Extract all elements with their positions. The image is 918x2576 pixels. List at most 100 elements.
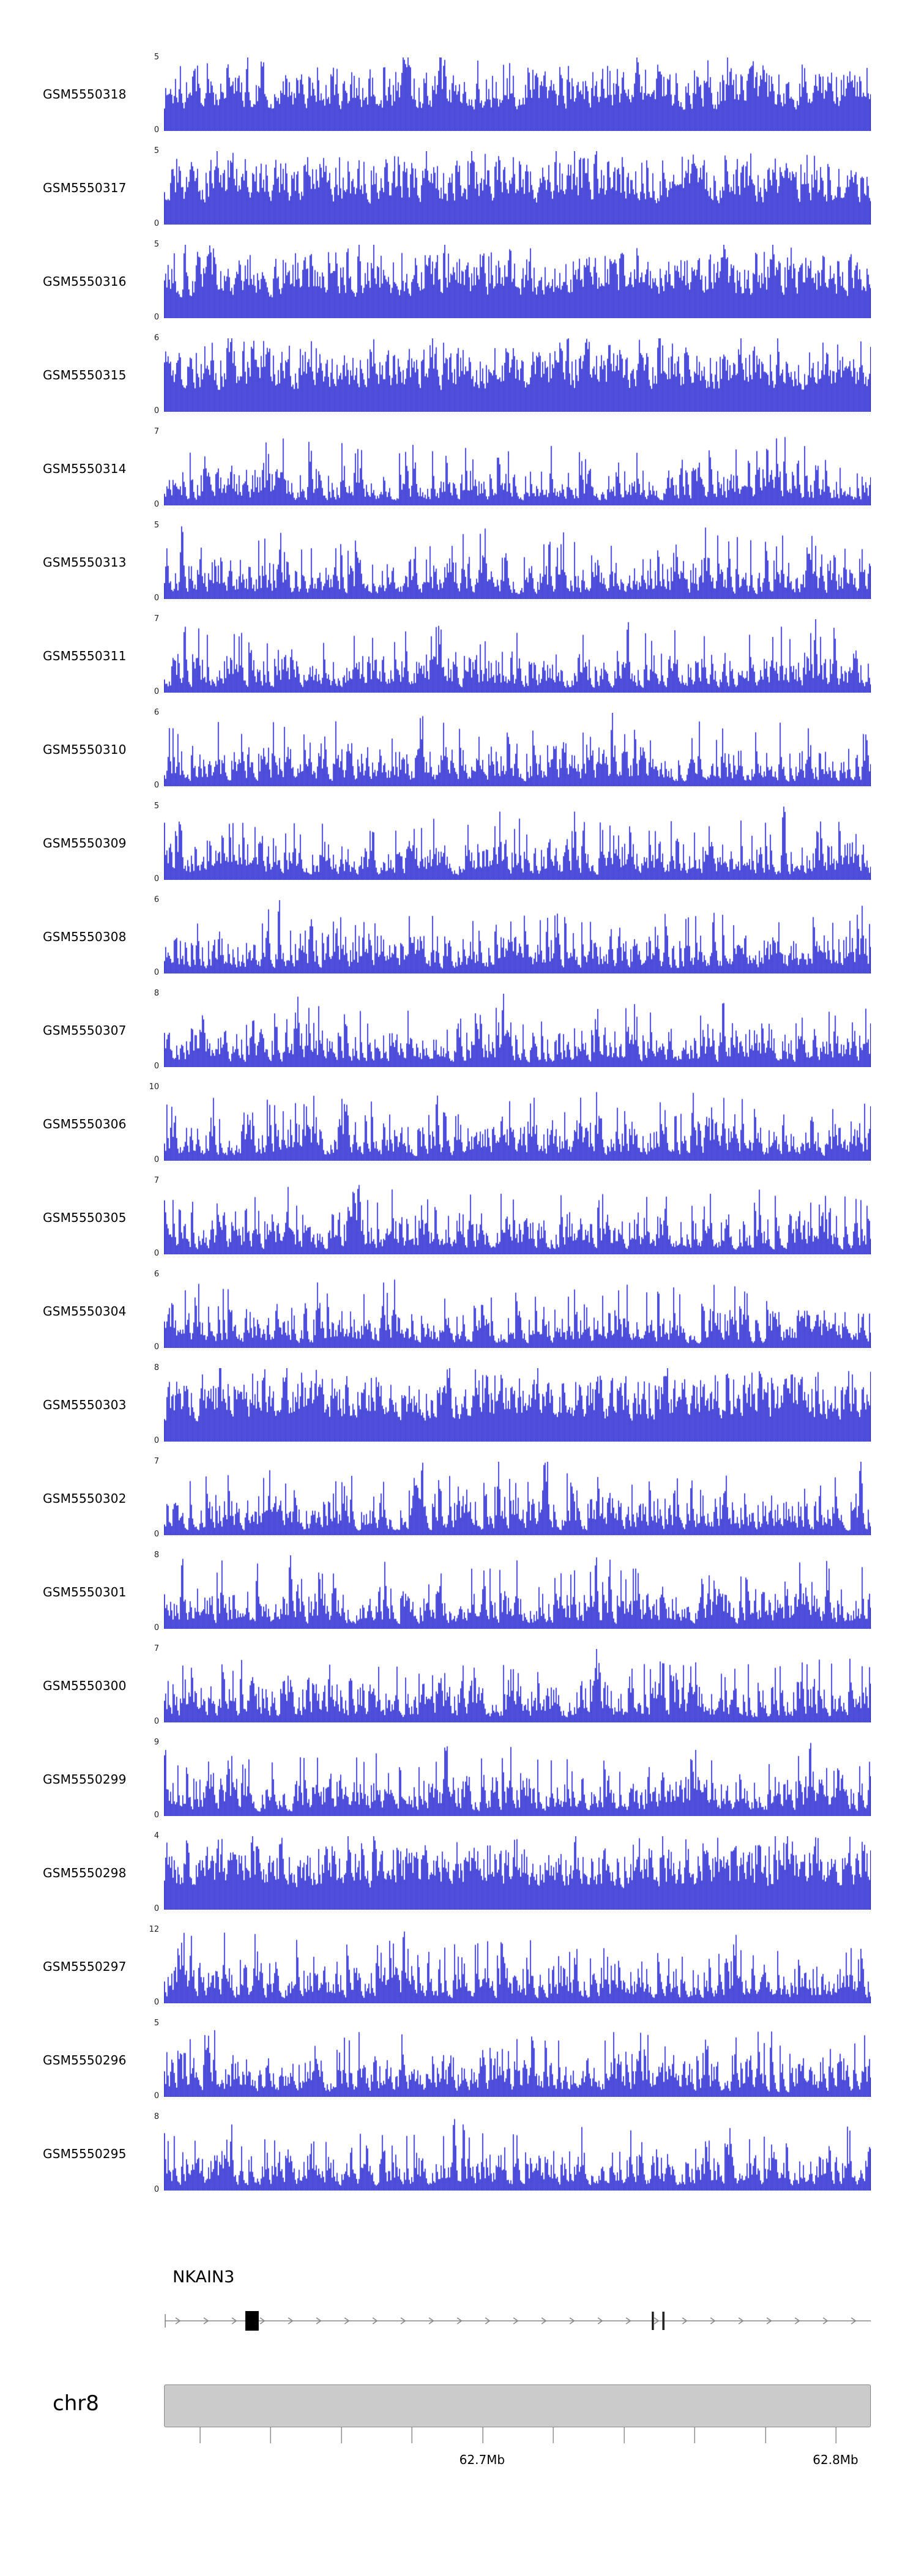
y-axis-min-label: 0 [154,2185,159,2194]
y-axis-min-label: 0 [154,313,159,322]
strand-arrow-icon [794,2317,800,2325]
strand-arrow-icon [513,2317,519,2325]
exon-box [662,2312,665,2330]
y-axis-min-label: 0 [154,874,159,884]
y-axis-min-label: 0 [154,1904,159,1913]
y-axis-min-label: 0 [154,1530,159,1539]
y-axis-max-label: 10 [149,1082,159,1092]
sample-track: GSM5550314 7 0 [0,428,918,509]
y-axis-min-label: 0 [154,125,159,135]
y-axis-max-label: 4 [154,1831,159,1841]
sample-label: GSM5550308 [43,929,127,944]
axis-tick [694,2427,696,2443]
coverage-signal [164,900,871,973]
strand-arrow-icon [541,2317,547,2325]
strand-arrow-icon [654,2317,660,2325]
axis-tick [340,2427,342,2443]
coverage-signal [164,151,871,225]
y-axis-max-label: 6 [154,895,159,904]
coverage-signal [164,1930,871,2003]
strand-arrow-icon [485,2317,491,2325]
sample-track: GSM5550311 7 0 [0,615,918,696]
y-axis-min-label: 0 [154,1062,159,1071]
sample-label: GSM5550305 [43,1210,127,1225]
strand-arrow-icon [766,2317,772,2325]
strand-arrow-icon [738,2317,744,2325]
sample-label: GSM5550297 [43,1959,127,1974]
sample-label: GSM5550318 [43,87,127,102]
y-axis-max-label: 8 [154,2112,159,2121]
y-axis-min-label: 0 [154,1249,159,1258]
strand-arrow-icon [203,2317,209,2325]
y-axis-min-label: 0 [154,1155,159,1164]
strand-arrow-icon [823,2317,829,2325]
sample-track: GSM5550301 8 0 [0,1551,918,1632]
sample-label: GSM5550296 [43,2053,127,2068]
sample-track: GSM5550298 4 0 [0,1832,918,1913]
y-axis-max-label: 5 [154,802,159,811]
sample-track: GSM5550304 6 0 [0,1270,918,1352]
sample-label: GSM5550310 [43,742,127,757]
y-axis-max-label: 5 [154,146,159,155]
sample-track: GSM5550302 7 0 [0,1457,918,1539]
axis-tick [623,2427,625,2443]
sample-label: GSM5550306 [43,1117,127,1131]
sample-label: GSM5550303 [43,1398,127,1412]
sample-label: GSM5550304 [43,1304,127,1319]
sample-track: GSM5550306 10 0 [0,1083,918,1164]
chromosome-label: chr8 [53,2391,99,2416]
y-axis-min-label: 0 [154,687,159,696]
y-axis-min-label: 0 [154,1436,159,1445]
y-axis-max-label: 5 [154,53,159,62]
ideogram [164,2384,871,2427]
strand-arrow-icon [344,2317,350,2325]
y-axis-min-label: 0 [154,219,159,228]
strand-arrow-icon [682,2317,688,2325]
axis-tick [199,2427,201,2443]
coverage-signal [164,1087,871,1161]
sample-label: GSM5550302 [43,1491,127,1506]
y-axis-min-label: 0 [154,781,159,790]
y-axis-min-label: 0 [154,1717,159,1726]
y-axis-max-label: 9 [154,1738,159,1747]
coverage-signal [164,2023,871,2097]
sample-label: GSM5550309 [43,836,127,851]
coverage-signal [164,1555,871,1629]
coverage-signal [164,619,871,693]
sample-track: GSM5550295 8 0 [0,2113,918,2194]
y-axis-min-label: 0 [154,500,159,509]
coverage-signal [164,432,871,505]
axis-tick [270,2427,272,2443]
strand-arrow-icon [625,2317,632,2325]
strand-arrow-icon [259,2317,266,2325]
y-axis-min-label: 0 [154,968,159,977]
sample-track: GSM5550318 5 0 [0,53,918,135]
strand-arrow-icon [175,2317,181,2325]
sample-track: GSM5550315 6 0 [0,334,918,415]
sample-label: GSM5550307 [43,1023,127,1038]
strand-arrow-icon [569,2317,575,2325]
sample-track: GSM5550309 5 0 [0,802,918,884]
axis-tick [835,2427,837,2443]
axis-tick-label: 62.7Mb [459,2452,505,2467]
coverage-signal [164,1743,871,1816]
axis-tick [411,2427,413,2443]
y-axis-max-label: 8 [154,1363,159,1372]
y-axis-min-label: 0 [154,1811,159,1820]
coverage-signal [164,1368,871,1442]
sample-track: GSM5550317 5 0 [0,147,918,228]
strand-arrow-icon [288,2317,294,2325]
y-axis-max-label: 7 [154,614,159,624]
y-axis-max-label: 5 [154,2019,159,2028]
exon-box [245,2311,259,2331]
sample-track: GSM5550307 8 0 [0,989,918,1071]
sample-track: GSM5550300 7 0 [0,1645,918,1726]
exon-box [651,2312,654,2330]
sample-track: GSM5550305 7 0 [0,1177,918,1258]
sample-label: GSM5550299 [43,1772,127,1787]
sample-label: GSM5550298 [43,1866,127,1880]
strand-arrow-icon [457,2317,463,2325]
y-axis-min-label: 0 [154,406,159,415]
strand-arrow-icon [372,2317,378,2325]
